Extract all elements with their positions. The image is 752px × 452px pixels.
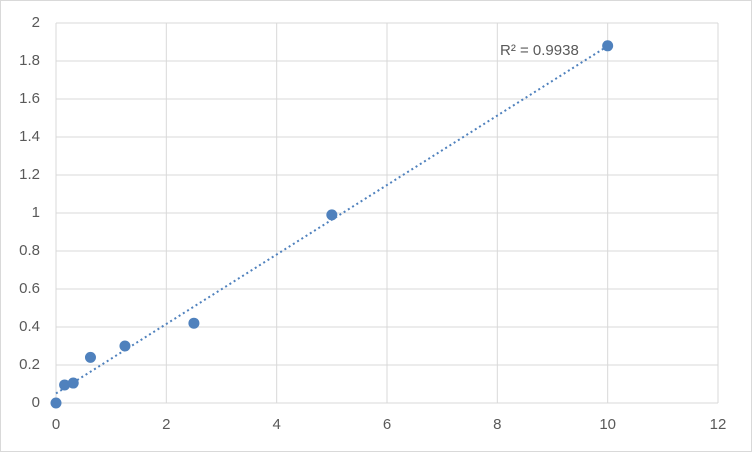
point [602, 40, 614, 52]
x-tick-label: 4 [272, 416, 280, 433]
point [59, 379, 71, 391]
x-tick-label: 12 [710, 416, 727, 433]
y-tick-label: 0.8 [19, 242, 40, 259]
trendline-label: R² = 0.9938 [500, 42, 579, 59]
point [119, 340, 131, 352]
y-tick-label: 0.2 [19, 356, 40, 373]
point [67, 377, 79, 389]
x-tick-label: 0 [52, 416, 60, 433]
y-tick-label: 2 [32, 14, 40, 31]
point [326, 209, 338, 221]
y-tick-label: 0 [32, 394, 40, 411]
x-tick-label: 2 [162, 416, 170, 433]
y-tick-label: 1.6 [19, 90, 40, 107]
point [188, 317, 200, 329]
y-tick-label: 0.4 [19, 318, 40, 335]
y-tick-label: 1 [32, 204, 40, 221]
y-tick-label: 0.6 [19, 280, 40, 297]
point [84, 351, 96, 363]
x-tick-label: 8 [493, 416, 501, 433]
y-tick-label: 1.8 [19, 52, 40, 69]
y-tick-label: 1.2 [19, 166, 40, 183]
x-tick-label: 6 [383, 416, 391, 433]
x-tick-label: 10 [599, 416, 616, 433]
point [50, 397, 62, 409]
y-tick-label: 1.4 [19, 128, 40, 145]
